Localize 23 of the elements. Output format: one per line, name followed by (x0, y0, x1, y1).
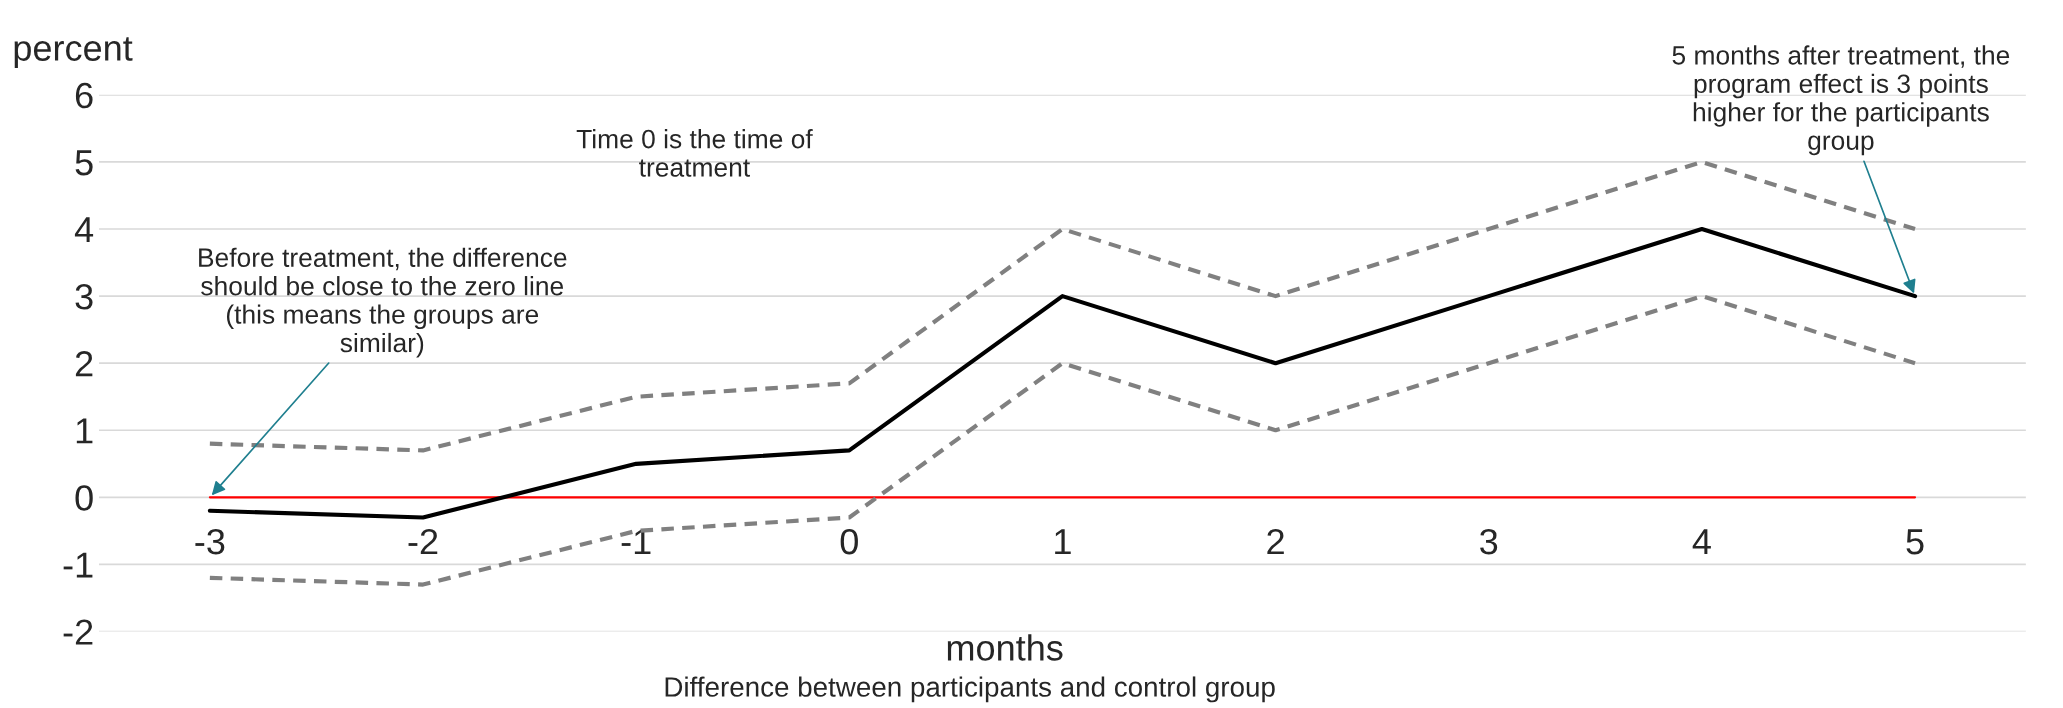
x-tick-label: 2 (1267, 528, 1284, 555)
text: Difference between participants and control group (665, 676, 1275, 703)
y-tick-label: 3 (75, 283, 93, 310)
y-axis-title: percent (14, 37, 133, 69)
x-tick-label: -3 (195, 528, 225, 555)
annotation: 5 months after treatment, the program effect is 3 points higher for the participants group (1672, 45, 2010, 156)
annotation: Time 0 is the time of treatment (576, 129, 813, 177)
y-tick-label: 1 (76, 418, 93, 444)
y-tick-label: -2 (63, 619, 93, 645)
x-tick-label: 3 (1480, 528, 1498, 555)
x-axis-title: months (947, 634, 1063, 661)
y-tick-label: 4 (74, 217, 94, 243)
y-tick-label: 6 (75, 82, 93, 109)
annotation: Before treatment, the difference should be close to the zero line (this means the groups are similar) (199, 247, 567, 358)
y-tick-label: 0 (75, 485, 93, 511)
y-tick-label: 5 (75, 150, 93, 176)
x-tick-label: 4 (1692, 529, 1711, 555)
x-tick-label: -2 (408, 528, 438, 555)
y-tick-label: -1 (63, 552, 93, 578)
x-tick-label: 0 (840, 528, 858, 555)
x-tick-label: 1 (1055, 529, 1071, 555)
x-tick-label: 5 (1906, 529, 1924, 555)
y-tick-label: 2 (75, 351, 93, 377)
